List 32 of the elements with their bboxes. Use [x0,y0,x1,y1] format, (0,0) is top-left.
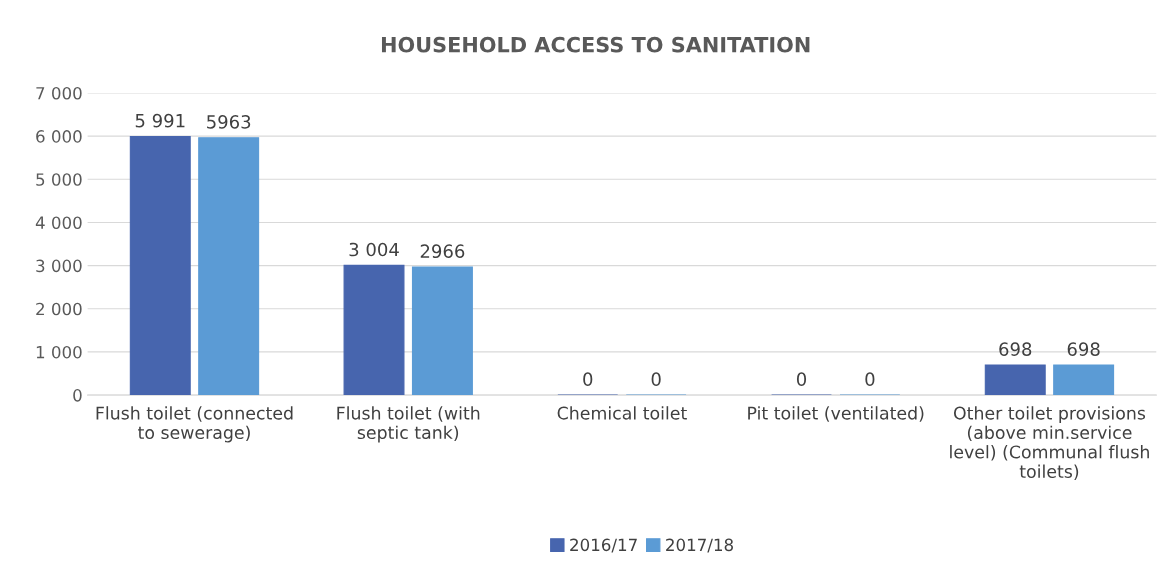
data-label: 5963 [207,115,251,129]
data-label: 5 991 [135,113,185,128]
x-tick-label: Pit toilet (ventilated) [748,406,924,422]
y-tick-label: 5 000 [36,173,82,186]
y-tick-label: 4 000 [35,216,82,230]
legend-label: 2017/18 [666,538,733,553]
y-tick-label: 2 000 [36,302,82,316]
data-label: 0 [796,372,807,387]
data-label: 698 [999,342,1032,356]
bar [411,266,473,396]
data-label: 3 004 [349,242,399,257]
bar [198,137,260,396]
y-tick-label: 6 000 [36,130,82,143]
chart-title: HOUSEHOLD ACCESS TO SANITATION [381,36,810,53]
bar [1053,364,1115,396]
x-tick-label: Chemical toilet [557,406,687,420]
data-label: 698 [1067,342,1100,356]
legend-label: 2016/17 [570,538,637,553]
bar [984,364,1046,396]
y-tick-label: 0 [73,389,82,402]
data-label: 0 [583,372,593,387]
y-tick-label: 1 000 [36,345,82,359]
data-label: 2966 [420,244,465,259]
y-tick-label: 7 000 [36,86,82,100]
x-tick-label: Flush toilet (connected to sewerage) [96,406,293,443]
data-label: 0 [865,372,875,387]
x-tick-label: Flush toilet (with septic tank) [337,406,480,443]
y-tick-label: 3 000 [36,259,82,273]
bar [343,264,405,396]
data-label: 0 [651,372,661,387]
bar [129,135,191,396]
x-tick-label: Other toilet provisions (above min.service level) (Communal flush toilets) [950,406,1149,480]
